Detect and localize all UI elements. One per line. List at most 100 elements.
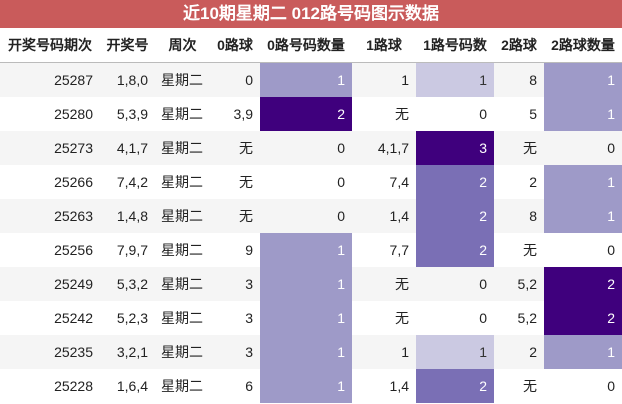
count-cell: 0 bbox=[479, 105, 487, 122]
cell: 4,1,7 bbox=[352, 130, 416, 165]
count-cell: 2 bbox=[544, 300, 622, 335]
cell: 25249 bbox=[0, 266, 100, 301]
cell: 25228 bbox=[54, 377, 93, 394]
count-cell: 1 bbox=[544, 198, 622, 233]
data-table: 开奖号码期次 开奖号 周次 0路球 0路号码数量 1路球 1路号码数 2路球 2路球数量 252… bbox=[0, 28, 622, 403]
cell: 5 bbox=[529, 105, 537, 122]
count-cell: 1 bbox=[544, 96, 622, 131]
title-bar: 近10期星期二 012路号码图示数据 bbox=[0, 0, 622, 28]
cell: 25235 bbox=[0, 334, 100, 369]
header-row: 开奖号码期次 开奖号 周次 0路球 0路号码数量 1路球 1路号码数 2路球 2路球数量 bbox=[0, 28, 622, 63]
column-header: 1路球 bbox=[352, 28, 416, 63]
count-cell: 1 bbox=[260, 266, 352, 301]
cell: 25256 bbox=[54, 241, 93, 258]
count-cell: 0 bbox=[479, 309, 487, 326]
count-cell: 2 bbox=[416, 368, 494, 403]
cell: 2 bbox=[529, 173, 537, 190]
cell: 5,2 bbox=[517, 309, 537, 326]
count-cell: 2 bbox=[260, 96, 352, 131]
cell: 无 bbox=[210, 198, 260, 233]
cell: 25266 bbox=[54, 173, 93, 190]
cell: 星期二 bbox=[155, 266, 210, 301]
count-cell: 1 bbox=[544, 334, 622, 369]
count-cell: 2 bbox=[416, 164, 494, 199]
cell: 1,6,4 bbox=[116, 377, 148, 394]
cell: 1,4,8 bbox=[100, 198, 155, 233]
count-cell: 0 bbox=[260, 130, 352, 165]
cell: 4,1,7 bbox=[100, 130, 155, 165]
table-row: 25249 5,3,2 星期二 3 1 无 0 5,2 2 bbox=[0, 266, 622, 301]
column-header: 开奖号 bbox=[100, 28, 155, 63]
table-row: 25263 1,4,8 星期二无 0 1,4 2 8 1 bbox=[0, 198, 622, 233]
cell: 5,3,9 bbox=[116, 105, 148, 122]
cell: 0 bbox=[210, 62, 260, 97]
cell: 1 bbox=[352, 62, 416, 97]
count-cell: 0 bbox=[607, 241, 615, 258]
cell: 25273 bbox=[0, 130, 100, 165]
count-cell: 0 bbox=[260, 198, 352, 233]
cell: 1,8,0 bbox=[100, 62, 155, 97]
cell: 3 bbox=[210, 266, 260, 301]
cell: 星期二 bbox=[161, 377, 203, 394]
cell: 5,2 bbox=[494, 266, 544, 301]
cell: 5,2,3 bbox=[116, 309, 148, 326]
cell: 3,9 bbox=[233, 105, 253, 122]
cell: 7,4 bbox=[389, 173, 409, 190]
count-cell: 1 bbox=[416, 62, 494, 97]
count-cell: 1 bbox=[260, 232, 352, 267]
cell: 无 bbox=[494, 130, 544, 165]
cell: 1 bbox=[352, 334, 416, 369]
cell: 无 bbox=[523, 241, 537, 258]
cell: 9 bbox=[245, 241, 253, 258]
count-cell: 0 bbox=[416, 266, 494, 301]
table-row: 25273 4,1,7 星期二无 0 4,1,7 3 无 0 bbox=[0, 130, 622, 165]
cell: 25242 bbox=[54, 309, 93, 326]
column-header: 1路号码数 bbox=[416, 28, 494, 63]
column-header: 2路球 bbox=[494, 28, 544, 63]
cell: 星期二 bbox=[155, 198, 210, 233]
count-cell: 0 bbox=[337, 173, 345, 190]
count-cell: 0 bbox=[607, 377, 615, 394]
table-row: 25256 7,9,7 星期二 9 1 7,7 2 无 0 bbox=[0, 232, 622, 267]
cell: 星期二 bbox=[155, 62, 210, 97]
table-row: 25266 7,4,2 星期二无 0 7,4 2 2 1 bbox=[0, 164, 622, 199]
cell: 3,2,1 bbox=[100, 334, 155, 369]
cell: 无 bbox=[239, 173, 253, 190]
column-header: 开奖号码期次 bbox=[0, 28, 100, 63]
cell: 6 bbox=[245, 377, 253, 394]
table-body: 25287 1,8,0 星期二 0 1 1 1 8 1 25280 5,3,9 星期二 3,9 2 无 0 5 1… bbox=[0, 62, 622, 403]
column-header: 周次 bbox=[155, 28, 210, 63]
column-header: 0路球 bbox=[210, 28, 260, 63]
cell: 无 bbox=[523, 377, 537, 394]
column-header: 0路号码数量 bbox=[260, 28, 352, 63]
cell: 星期二 bbox=[161, 309, 203, 326]
cell: 星期二 bbox=[155, 334, 210, 369]
count-cell: 2 bbox=[416, 232, 494, 267]
count-cell: 1 bbox=[544, 62, 622, 97]
count-cell: 1 bbox=[260, 300, 352, 335]
cell: 25287 bbox=[0, 62, 100, 97]
cell: 1,4 bbox=[389, 377, 409, 394]
count-cell: 3 bbox=[416, 130, 494, 165]
cell: 1,4 bbox=[352, 198, 416, 233]
cell: 星期二 bbox=[161, 173, 203, 190]
table-row: 25228 1,6,4 星期二 6 1 1,4 2 无 0 bbox=[0, 368, 622, 403]
count-cell: 1 bbox=[416, 334, 494, 369]
cell: 25280 bbox=[54, 105, 93, 122]
table-row: 25235 3,2,1 星期二 3 1 1 1 2 1 bbox=[0, 334, 622, 369]
cell: 星期二 bbox=[161, 241, 203, 258]
cell: 2 bbox=[494, 334, 544, 369]
cell: 星期二 bbox=[155, 130, 210, 165]
count-cell: 2 bbox=[416, 198, 494, 233]
table-row: 25287 1,8,0 星期二 0 1 1 1 8 1 bbox=[0, 62, 622, 97]
count-cell: 2 bbox=[544, 266, 622, 301]
cell: 无 bbox=[395, 105, 409, 122]
count-cell: 1 bbox=[260, 334, 352, 369]
cell: 7,7 bbox=[389, 241, 409, 258]
cell: 3 bbox=[210, 334, 260, 369]
cell: 8 bbox=[494, 62, 544, 97]
count-cell: 1 bbox=[260, 368, 352, 403]
cell: 25263 bbox=[0, 198, 100, 233]
cell: 星期二 bbox=[161, 105, 203, 122]
cell: 7,9,7 bbox=[116, 241, 148, 258]
